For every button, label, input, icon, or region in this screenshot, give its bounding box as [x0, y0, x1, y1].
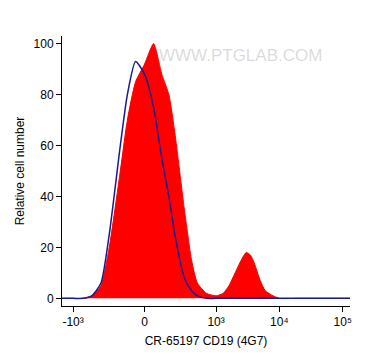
svg-text:10⁵: 10⁵	[334, 315, 352, 329]
svg-text:10⁴: 10⁴	[270, 315, 289, 329]
svg-text:0: 0	[47, 292, 54, 306]
svg-text:100: 100	[34, 37, 54, 51]
svg-text:Relative cell number: Relative cell number	[13, 117, 27, 226]
svg-text:WWW.PTGLAB.COM: WWW.PTGLAB.COM	[159, 46, 322, 65]
svg-text:80: 80	[40, 88, 54, 102]
svg-text:CR-65197 CD19 (4G7): CR-65197 CD19 (4G7)	[145, 334, 268, 348]
svg-text:20: 20	[40, 241, 54, 255]
svg-text:-10³: -10³	[62, 315, 83, 329]
svg-text:60: 60	[40, 139, 54, 153]
svg-text:0: 0	[141, 315, 148, 329]
svg-text:10³: 10³	[207, 315, 224, 329]
svg-text:40: 40	[40, 190, 54, 204]
